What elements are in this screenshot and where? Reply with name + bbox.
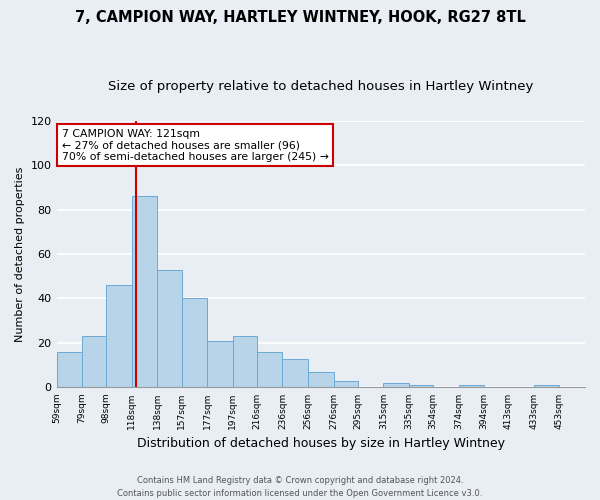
Bar: [56, 352, 82, 388]
Text: Contains HM Land Registry data © Crown copyright and database right 2024.
Contai: Contains HM Land Registry data © Crown c…: [118, 476, 482, 498]
Text: 7, CAMPION WAY, HARTLEY WINTNEY, HOOK, RG27 8TL: 7, CAMPION WAY, HARTLEY WINTNEY, HOOK, R…: [74, 10, 526, 25]
Bar: [106, 285, 132, 388]
Text: 7 CAMPION WAY: 121sqm
← 27% of detached houses are smaller (96)
70% of semi-deta: 7 CAMPION WAY: 121sqm ← 27% of detached …: [62, 128, 329, 162]
Bar: [409, 385, 433, 388]
Bar: [182, 298, 207, 388]
Title: Size of property relative to detached houses in Hartley Wintney: Size of property relative to detached ho…: [108, 80, 533, 93]
Bar: [257, 352, 283, 388]
X-axis label: Distribution of detached houses by size in Hartley Wintney: Distribution of detached houses by size …: [137, 437, 505, 450]
Y-axis label: Number of detached properties: Number of detached properties: [15, 166, 25, 342]
Bar: [207, 340, 233, 388]
Bar: [233, 336, 257, 388]
Bar: [383, 383, 409, 388]
Bar: [82, 336, 106, 388]
Bar: [157, 270, 182, 388]
Bar: [132, 196, 157, 388]
Bar: [534, 385, 559, 388]
Bar: [308, 372, 334, 388]
Bar: [283, 358, 308, 388]
Bar: [334, 381, 358, 388]
Bar: [458, 385, 484, 388]
